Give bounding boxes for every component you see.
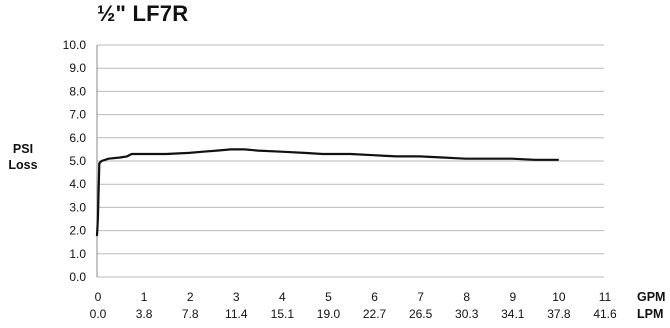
x-tick-label-lpm: 34.1 (501, 307, 525, 321)
data-point (534, 159, 536, 161)
series-line (95, 148, 559, 237)
data-point (119, 156, 121, 159)
data-point (511, 158, 513, 160)
x-tick-label-gpm: 8 (463, 290, 470, 304)
data-point (442, 156, 444, 159)
data-point (322, 153, 324, 155)
y-axis-label-line-1: PSI (12, 142, 34, 156)
x-tick-label-gpm: 3 (233, 290, 240, 304)
y-axis-label-line-2: Loss (8, 158, 38, 172)
data-point (107, 158, 110, 160)
y-tick-labels: 0.0 1.0 2.0 3.0 4.0 5.0 6.0 7.0 8.0 9.0 10.0 (63, 38, 87, 284)
x-tick-label-lpm: 41.6 (593, 307, 617, 321)
x-tick-label-gpm: 11 (599, 290, 612, 304)
x-tick-label-lpm: 0.0 (90, 307, 107, 321)
x-tick-label-lpm: 7.8 (182, 307, 199, 321)
x-tick-label-lpm: 15.1 (271, 307, 295, 321)
y-tick-label: 1.0 (69, 247, 86, 261)
x-tick-label-lpm: 3.8 (136, 307, 153, 321)
data-point (165, 153, 167, 155)
data-point (188, 152, 190, 154)
data-point (126, 155, 128, 157)
data-point (303, 152, 305, 154)
data-point (465, 158, 467, 160)
x-tick-label-gpm: 4 (279, 290, 286, 304)
x-axis-label-lpm: LPM (637, 307, 663, 321)
x-tick-label-gpm: 6 (371, 290, 378, 304)
y-tick-label: 4.0 (69, 177, 86, 191)
x-tick-labels: 0 0.0 1 3.8 2 7.8 3 11.4 4 15.1 5 19.0 6 22.7 7 26.5 8 30… (90, 290, 617, 321)
data-point (96, 234, 98, 236)
data-point (419, 155, 421, 157)
series-layer (95, 148, 559, 237)
data-point (280, 151, 282, 153)
y-axis-label: PSI Loss (6, 141, 40, 173)
y-tick-label: 5.0 (69, 154, 86, 168)
data-point (257, 150, 259, 152)
x-tick-label-gpm: 9 (509, 290, 516, 304)
x-tick-label-lpm: 11.4 (225, 307, 248, 321)
data-point (557, 159, 559, 161)
x-tick-label-gpm: 2 (187, 290, 194, 304)
y-tick-label: 6.0 (69, 131, 86, 145)
x-tick-label-lpm: 37.8 (547, 307, 571, 321)
data-point (98, 162, 100, 164)
x-tick-label-lpm: 26.5 (409, 307, 433, 321)
data-point (142, 153, 144, 155)
data-point (131, 153, 133, 155)
y-tick-label: 10.0 (63, 38, 87, 52)
y-tick-label: 8.0 (69, 84, 86, 98)
x-tick-label-gpm: 10 (552, 290, 566, 304)
grid-lines (97, 44, 604, 278)
x-axis-label-gpm: GPM (637, 290, 665, 304)
data-point (230, 148, 232, 150)
data-point (396, 155, 398, 157)
data-point (101, 160, 103, 162)
data-point (216, 150, 218, 152)
data-point (202, 151, 204, 153)
y-tick-label: 2.0 (69, 224, 86, 238)
data-point (349, 153, 352, 155)
data-point (97, 218, 99, 220)
data-point (372, 154, 375, 156)
x-tick-label-gpm: 5 (325, 290, 332, 304)
x-tick-label-lpm: 30.3 (455, 307, 479, 321)
y-tick-label: 0.0 (69, 270, 86, 284)
y-tick-label: 9.0 (69, 61, 86, 75)
x-tick-label-lpm: 22.7 (363, 307, 387, 321)
data-point (243, 148, 246, 150)
x-tick-label-lpm: 19.0 (317, 307, 341, 321)
y-tick-label: 3.0 (69, 200, 86, 214)
chart-title: ½" LF7R (97, 1, 189, 26)
x-tick-label-gpm: 1 (141, 290, 148, 304)
x-tick-label-gpm: 0 (95, 290, 102, 304)
data-point (336, 153, 338, 155)
y-tick-label: 7.0 (69, 108, 86, 122)
x-tick-label-gpm: 7 (417, 290, 424, 304)
data-point (488, 158, 490, 160)
